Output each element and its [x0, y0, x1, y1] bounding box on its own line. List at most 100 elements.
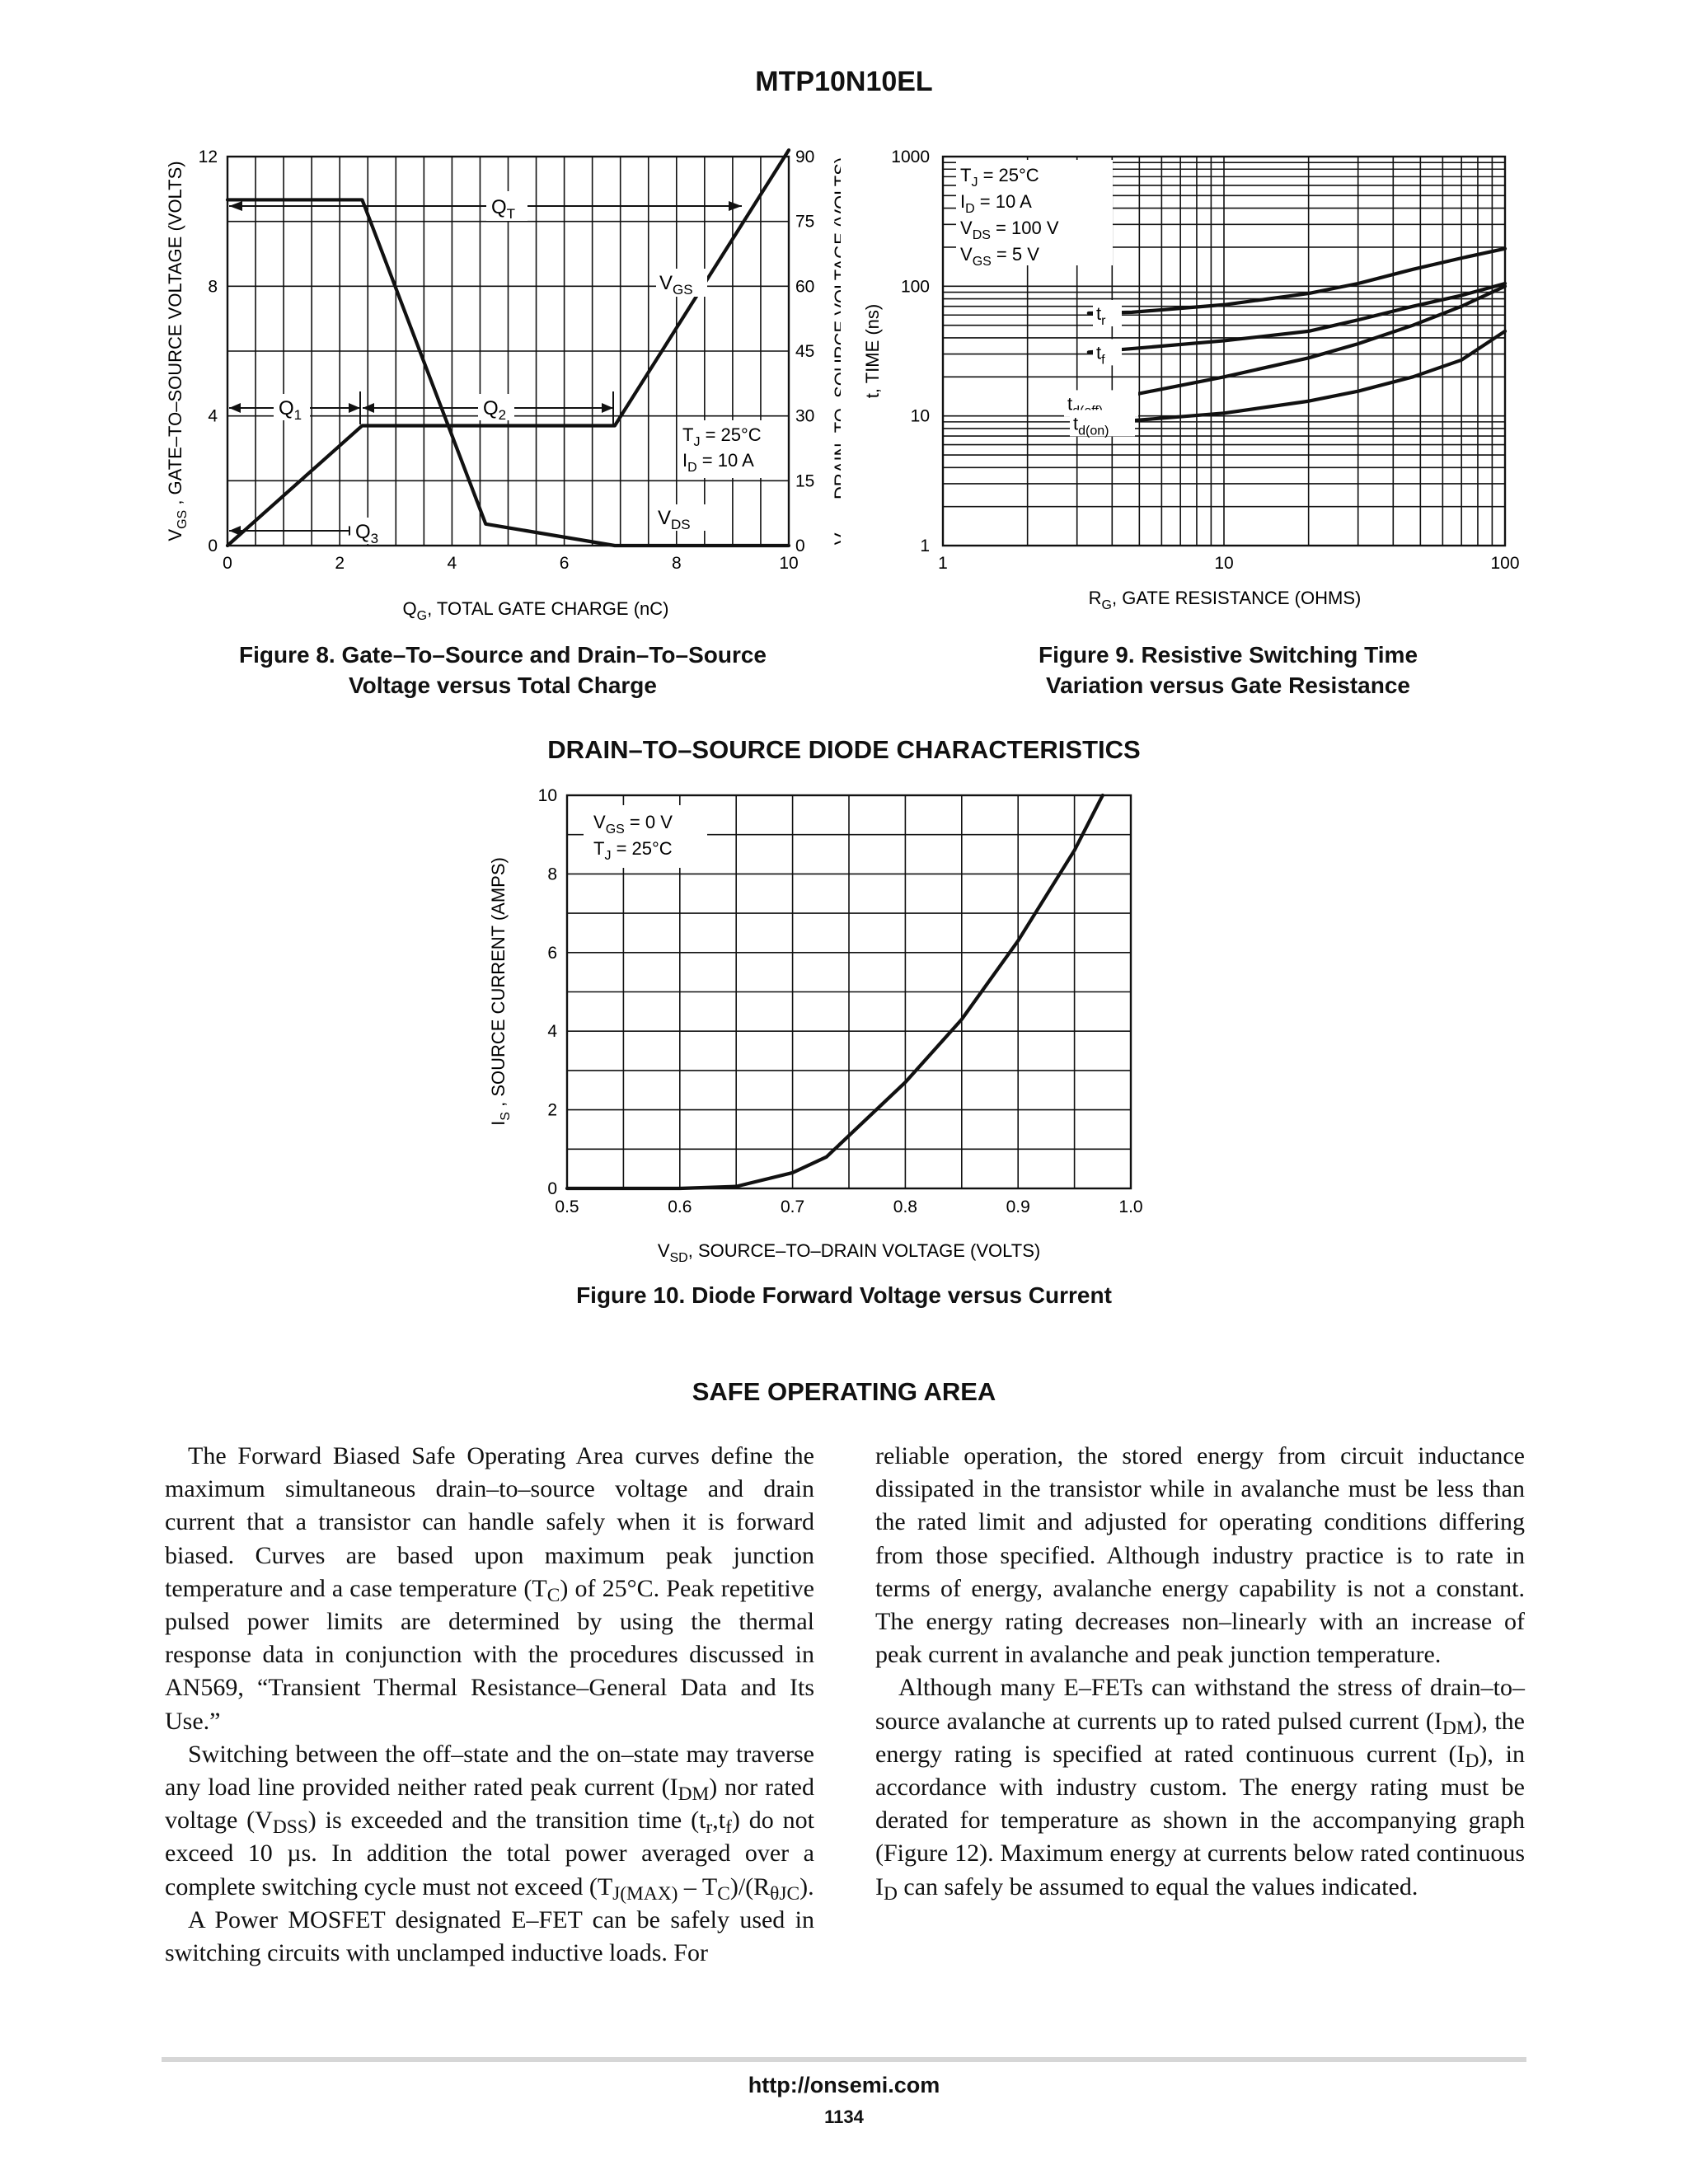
fig10-tick-labels: 0.5 0.6 0.7 0.8 0.9 1.0 0 2 4 6 8 10	[538, 786, 1143, 1216]
fig10-x-tick-label: 0.9	[1006, 1197, 1030, 1216]
fig10-y-tick-label: 2	[547, 1101, 557, 1120]
fig9-tick-labels: 1 10 100 1 10 100 1000	[891, 148, 1519, 573]
fig9-series-don	[1086, 329, 1507, 425]
fig9-condition: TJ = 25°C	[960, 165, 1039, 190]
fig8-y-right-axis-label: VDS , DRAIN–TO–SOURCE VOLTAGE (VOLTS)	[831, 157, 841, 546]
fig9-y-tick-label: 100	[901, 277, 930, 296]
fig10-curves	[565, 793, 1104, 1191]
fig8-caption: Figure 8. Gate–To–Source and Drain–To–So…	[148, 640, 857, 701]
fig8-qt-arrow-right	[729, 201, 742, 211]
fig10-y-tick-label: 6	[547, 944, 557, 963]
fig9-x-axis-label: RG, GATE RESISTANCE (OHMS)	[1089, 588, 1362, 612]
fig8-x-tick-label: 2	[335, 554, 345, 573]
fig10-condition: VGS = 0 V	[593, 812, 673, 837]
right-paragraph-2: Although many E–FETs can withstand the s…	[875, 1674, 1525, 1905]
fig8-q1-label: Q1	[279, 397, 302, 423]
fig9-series-labels: trtftd(off)td(on)	[1064, 299, 1138, 438]
fig9-condition: VGS = 5 V	[960, 244, 1039, 269]
left-paragraph-2: Switching between the off–state and the …	[165, 1740, 814, 1905]
fig9-series-label: tf	[1096, 342, 1105, 367]
fig8-vds-label: VDS	[658, 507, 691, 532]
fig8-y-right-tick-label: 45	[795, 342, 814, 361]
fig9-frame	[941, 155, 1507, 547]
fig8-q3-label: Q3	[355, 521, 378, 546]
fig10-y-tick-label: 4	[547, 1022, 557, 1041]
fig8-y-left-tick-label: 0	[208, 537, 218, 555]
fig9-x-tick-label: 100	[1490, 554, 1519, 573]
diode-section-title: DRAIN–TO–SOURCE DIODE CHARACTERISTICS	[547, 735, 1141, 764]
fig8-x-tick-label: 0	[223, 554, 232, 573]
fig10-x-tick-label: 0.6	[668, 1197, 692, 1216]
right-paragraph-1: reliable operation, the stored energy fr…	[875, 1442, 1525, 1669]
fig9-series-doff	[1086, 284, 1507, 405]
fig9-x-tick-label: 10	[1214, 554, 1233, 573]
fig8-tj-condition: TJ = 25°C	[682, 424, 762, 449]
fig10-y-tick-label: 0	[547, 1179, 557, 1198]
fig8-caption-line1: Figure 8. Gate–To–Source and Drain–To–So…	[238, 642, 767, 668]
fig10-conditions: VGS = 0 VTJ = 25°C	[593, 812, 673, 863]
fig8-x-tick-label: 8	[672, 554, 682, 573]
fig8-caption-line2: Voltage versus Total Charge	[349, 673, 657, 698]
fig9-condition: ID = 10 A	[960, 191, 1032, 216]
fig9-series-label: td(on)	[1073, 413, 1109, 438]
fig9-y-axis-label: t, TIME (ns)	[862, 304, 883, 399]
fig8-x-tick-label: 4	[448, 554, 457, 573]
fig8-qt-arrow-left	[229, 201, 242, 211]
fig10-frame	[565, 794, 1132, 1190]
fig8-id-condition: ID = 10 A	[682, 450, 754, 475]
fig9-series-f	[1086, 281, 1507, 354]
fig10-y-tick-label: 8	[547, 865, 557, 883]
soa-section-title: SAFE OPERATING AREA	[692, 1377, 996, 1406]
fig10-chart: 0.5 0.6 0.7 0.8 0.9 1.0 0 2 4 6 8 10 VGS = 0 VTJ = …	[488, 786, 1143, 1265]
page-title: MTP10N10EL	[755, 66, 933, 97]
fig8-y-right-tick-label: 90	[795, 148, 814, 166]
fig9-curves	[1086, 246, 1507, 425]
fig8-qt-label: QT	[491, 196, 515, 222]
fig9-caption-line1: Figure 9. Resistive Switching Time	[1038, 642, 1418, 668]
fig8-frame	[226, 155, 790, 547]
fig10-x-tick-label: 0.5	[555, 1197, 579, 1216]
body-left-column: The Forward Biased Safe Operating Area c…	[165, 1440, 814, 1970]
fig10-series-is-vs-vsd	[565, 793, 1104, 1191]
fig10-caption: Figure 10. Diode Forward Voltage versus …	[576, 1282, 1112, 1308]
fig8-y-left-tick-label: 12	[199, 148, 218, 166]
fig8-y-right-tick-label: 0	[795, 537, 805, 555]
fig10-y-axis-label: IS , SOURCE CURRENT (AMPS)	[488, 857, 513, 1126]
fig9-caption: Figure 9. Resistive Switching Time Varia…	[907, 640, 1550, 701]
fig8-y-left-tick-label: 4	[208, 407, 218, 426]
fig9-y-tick-label: 10	[911, 407, 930, 426]
fig10-x-axis-label: VSD, SOURCE–TO–DRAIN VOLTAGE (VOLTS)	[658, 1240, 1040, 1265]
fig10-x-tick-label: 0.8	[893, 1197, 917, 1216]
fig8-y-right-tick-label: 75	[795, 213, 814, 232]
fig10-grid	[567, 795, 1131, 1188]
fig8-vgs-label: VGS	[659, 272, 693, 298]
fig9-y-tick-label: 1	[920, 537, 930, 555]
footer-url-link[interactable]: http://onsemi.com	[748, 2073, 940, 2097]
fig8-series-vds	[225, 198, 791, 548]
fig10-x-tick-label: 0.7	[781, 1197, 804, 1216]
fig8-y-right-tick-label: 30	[795, 407, 814, 426]
fig8-x-axis-label: QG, TOTAL GATE CHARGE (nC)	[403, 598, 669, 623]
footer-rule	[162, 2057, 1526, 2062]
left-paragraph-1: The Forward Biased Safe Operating Area c…	[165, 1442, 814, 1735]
page-number: 1134	[824, 2107, 864, 2127]
body-right-column: reliable operation, the stored energy fr…	[875, 1440, 1525, 1904]
fig9-x-tick-label: 1	[938, 554, 948, 573]
fig8-grid	[227, 157, 789, 546]
fig9-caption-line2: Variation versus Gate Resistance	[1046, 673, 1410, 698]
fig9-series-label: tr	[1096, 303, 1106, 328]
fig8-x-tick-label: 10	[779, 554, 798, 573]
fig9-series-r	[1086, 246, 1507, 316]
fig8-y-right-tick-label: 60	[795, 277, 814, 296]
fig8-y-left-axis-label: VGS , GATE–TO–SOURCE VOLTAGE (VOLTS)	[165, 161, 190, 541]
fig8-x-tick-label: 6	[560, 554, 570, 573]
fig8-y-left-tick-label: 8	[208, 277, 218, 296]
fig9-condition: VDS = 100 V	[960, 218, 1059, 242]
fig8-y-right-tick-label: 15	[795, 471, 814, 490]
fig8-q2-label: Q2	[483, 397, 506, 423]
fig9-y-tick-label: 1000	[891, 148, 930, 166]
